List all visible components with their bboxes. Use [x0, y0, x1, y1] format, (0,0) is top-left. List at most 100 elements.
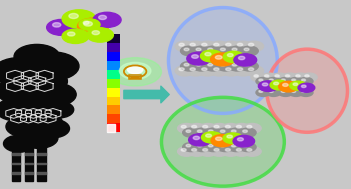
Circle shape [210, 66, 229, 76]
Circle shape [204, 46, 222, 56]
Circle shape [302, 90, 305, 92]
Circle shape [127, 65, 143, 74]
Bar [107, 114, 120, 123]
Circle shape [200, 50, 223, 62]
Circle shape [181, 149, 186, 151]
Circle shape [228, 128, 245, 137]
Circle shape [205, 53, 211, 56]
Circle shape [203, 149, 208, 151]
Circle shape [109, 58, 161, 86]
Circle shape [222, 147, 240, 156]
Circle shape [19, 128, 58, 148]
Circle shape [183, 128, 199, 137]
Bar [107, 61, 120, 70]
Bar [25, 172, 33, 174]
Circle shape [292, 79, 296, 81]
Circle shape [269, 90, 273, 92]
Circle shape [240, 46, 258, 56]
Bar [37, 140, 46, 181]
Circle shape [249, 43, 254, 46]
Circle shape [214, 68, 219, 71]
Circle shape [228, 143, 245, 152]
Circle shape [247, 149, 252, 151]
Circle shape [194, 128, 211, 137]
Circle shape [0, 98, 38, 121]
Circle shape [285, 75, 290, 77]
Circle shape [194, 143, 211, 152]
Circle shape [251, 73, 266, 81]
Circle shape [244, 48, 249, 51]
Bar [12, 140, 20, 181]
Circle shape [234, 54, 257, 66]
Circle shape [181, 125, 186, 128]
Circle shape [233, 147, 251, 156]
Circle shape [214, 125, 219, 128]
Circle shape [302, 79, 305, 81]
Circle shape [211, 53, 234, 66]
Bar [37, 153, 46, 155]
Circle shape [214, 43, 219, 46]
Circle shape [290, 81, 306, 90]
Bar [107, 97, 120, 105]
Circle shape [296, 75, 300, 77]
Circle shape [13, 91, 61, 117]
Circle shape [258, 81, 278, 91]
Circle shape [217, 128, 234, 137]
Bar [37, 163, 46, 164]
Bar [107, 70, 120, 79]
Circle shape [289, 89, 303, 96]
Circle shape [289, 77, 303, 85]
Circle shape [231, 144, 236, 147]
Circle shape [192, 125, 197, 128]
Circle shape [192, 61, 210, 71]
Circle shape [282, 73, 298, 81]
Circle shape [261, 73, 277, 81]
Bar [107, 88, 120, 97]
Circle shape [208, 48, 213, 51]
Circle shape [293, 73, 308, 81]
Circle shape [243, 147, 261, 156]
Circle shape [302, 85, 306, 88]
Circle shape [203, 125, 208, 128]
Circle shape [278, 77, 293, 85]
Circle shape [217, 46, 234, 56]
Circle shape [188, 147, 206, 156]
Circle shape [281, 90, 285, 92]
Circle shape [237, 68, 243, 71]
Circle shape [215, 56, 222, 59]
Bar [107, 43, 120, 52]
Circle shape [92, 31, 99, 35]
Circle shape [99, 15, 106, 19]
Circle shape [214, 149, 219, 151]
Circle shape [262, 83, 268, 86]
Circle shape [208, 130, 213, 132]
Circle shape [184, 48, 189, 51]
Circle shape [237, 138, 243, 141]
Circle shape [259, 79, 263, 81]
Circle shape [298, 83, 315, 92]
Circle shape [119, 62, 151, 79]
Bar [107, 123, 120, 132]
Circle shape [232, 48, 237, 51]
Circle shape [243, 130, 247, 132]
Circle shape [186, 130, 191, 132]
Circle shape [190, 68, 195, 71]
Circle shape [79, 19, 100, 30]
Circle shape [197, 144, 202, 147]
Circle shape [220, 63, 225, 66]
Circle shape [236, 149, 241, 151]
Circle shape [62, 29, 89, 43]
Circle shape [198, 66, 217, 76]
Circle shape [26, 52, 79, 80]
Circle shape [206, 134, 212, 137]
Circle shape [272, 73, 287, 81]
Circle shape [243, 144, 247, 147]
Circle shape [197, 130, 202, 132]
Circle shape [225, 125, 230, 128]
Circle shape [192, 149, 197, 151]
Circle shape [231, 130, 236, 132]
Circle shape [240, 61, 258, 71]
Circle shape [266, 89, 281, 96]
Circle shape [237, 43, 243, 46]
Circle shape [183, 143, 199, 152]
